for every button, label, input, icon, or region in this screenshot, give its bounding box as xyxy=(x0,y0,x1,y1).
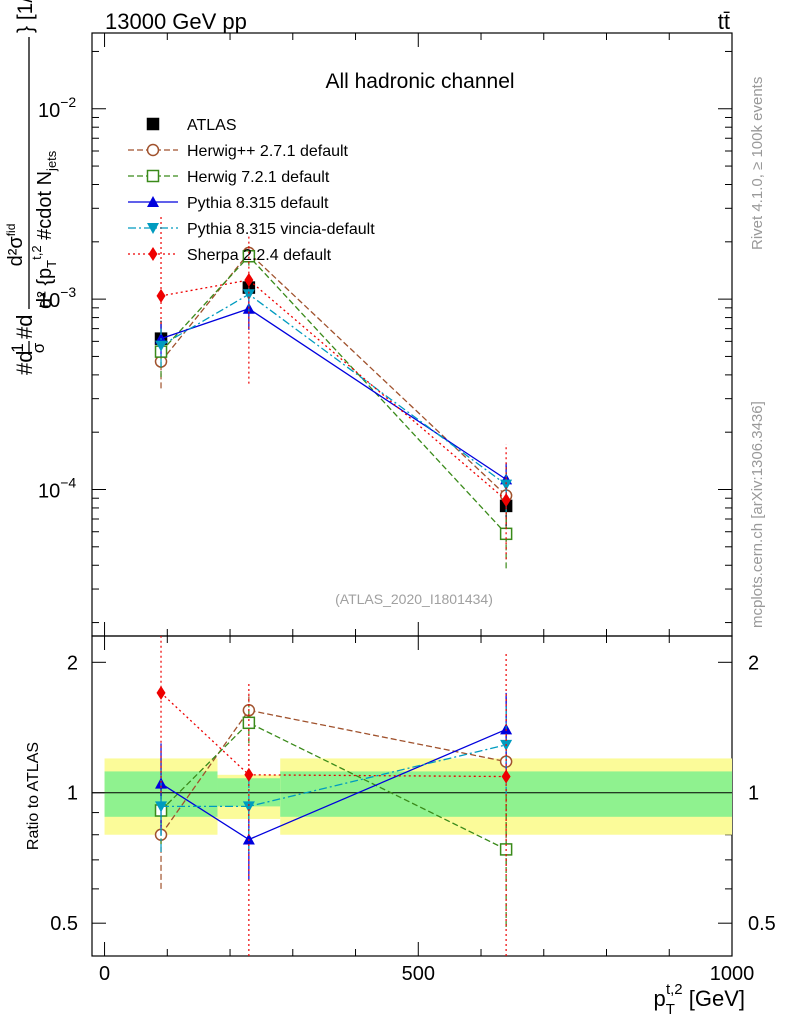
legend-marker-pythia-8-315-vincia-default xyxy=(147,223,159,234)
y-tick-label-base: 10 xyxy=(38,480,60,502)
xlabel-sub: T xyxy=(666,1001,675,1018)
series-ratio xyxy=(154,636,513,956)
legend-label-sherpa-2-2-4-default: Sherpa 2.2.4 default xyxy=(187,247,332,264)
ylabel-h: } [1/GeV] xyxy=(14,0,37,33)
legend-marker-herwig-2-7-1-default xyxy=(146,143,160,157)
analysis-label: (ATLAS_2020_I1801434) xyxy=(335,591,493,607)
y-tick-label-exp: −2 xyxy=(60,94,76,110)
xlabel-sup: t,2 xyxy=(666,981,683,998)
legend-label-pythia-8-315-vincia-default: Pythia 8.315 vincia-default xyxy=(187,221,375,238)
ratio-tick-label-right: 2 xyxy=(748,652,759,674)
point-sherpa-2-2-4-default xyxy=(156,288,166,303)
mcplots-label: mcplots.cern.ch [arXiv:1306.3436] xyxy=(749,401,766,628)
ylabel-d: #d xyxy=(12,315,37,339)
y-tick-label-exp: −3 xyxy=(60,284,76,300)
ylabel-e-sup: fid xyxy=(4,224,18,237)
ticks xyxy=(92,33,733,956)
ylabel-e: d²σ xyxy=(5,236,27,267)
ratio-line-herwig-2-7-1-default xyxy=(160,709,507,836)
x-tick-label: 500 xyxy=(402,963,435,985)
ratio-tick-label: 0.5 xyxy=(50,913,78,935)
ratio-tick-label: 2 xyxy=(67,652,78,674)
legend-marker-pythia-8-315-default xyxy=(147,196,159,207)
ratio-band xyxy=(104,758,732,835)
x-tick-label: 1000 xyxy=(710,963,755,985)
line-pythia-8-315-default xyxy=(160,308,507,480)
legend-marker-herwig-7-2-1-default xyxy=(146,169,160,183)
legend-label-pythia-8-315-default: Pythia 8.315 default xyxy=(187,195,329,212)
ylabel-f-sup: t,2 xyxy=(29,245,44,259)
xlabel-unit: [GeV] xyxy=(683,986,745,1011)
ratio-tick-label-right: 1 xyxy=(748,783,759,805)
y-tick-label-base: 10 xyxy=(38,290,60,312)
x-tick-label: 0 xyxy=(99,963,110,985)
ylabel-a: #d xyxy=(12,351,37,375)
legend-marker-sherpa-2-2-4-default xyxy=(148,247,158,261)
svg-text:#d: #d xyxy=(12,351,37,375)
ylabel-g: #cdot N xyxy=(34,171,56,245)
y-tick-label-exp: −4 xyxy=(60,474,76,490)
ylabel-b: 1 xyxy=(8,343,27,352)
ratio-point-sherpa-2-2-4-default xyxy=(501,769,511,784)
line-sherpa-2-2-4-default xyxy=(160,279,507,501)
legend-marker-atlas xyxy=(146,117,160,131)
ratio-line-herwig-7-2-1-default xyxy=(160,722,507,850)
ratio-point-pythia-8-315-vincia-default xyxy=(155,801,168,813)
legend-label-herwig-2-7-1-default: Herwig++ 2.7.1 default xyxy=(187,143,349,160)
point-sherpa-2-2-4-default xyxy=(244,273,254,288)
svg-text:d² {pTt,2 #cdot Njets: d² {pTt,2 #cdot Njets xyxy=(29,150,59,309)
ylabel-f-sub: T xyxy=(44,260,59,268)
point-pythia-8-315-vincia-default xyxy=(500,479,513,491)
series-main xyxy=(154,215,513,569)
point-pythia-8-315-vincia-default xyxy=(155,340,168,352)
ylabel-g-sub: jets xyxy=(44,150,59,172)
y-tick-label: 10−3 xyxy=(38,284,76,312)
legend-label-herwig-7-2-1-default: Herwig 7.2.1 default xyxy=(187,169,330,186)
ratio-point-herwig-7-2-1-default xyxy=(242,716,256,730)
svg-text:d²σfid: d²σfid xyxy=(4,224,27,267)
ratio-point-pythia-8-315-vincia-default xyxy=(242,801,255,813)
ratio-ylabel: Ratio to ATLAS xyxy=(25,742,42,850)
y-tick-label-base: 10 xyxy=(38,100,60,122)
header-left: 13000 GeV pp xyxy=(105,9,247,34)
y-tick-label: 10−2 xyxy=(38,94,76,122)
ratio-point-sherpa-2-2-4-default xyxy=(156,685,166,700)
ratio-tick-label: 1 xyxy=(67,783,78,805)
point-pythia-8-315-vincia-default xyxy=(242,289,255,301)
point-sherpa-2-2-4-default xyxy=(501,493,511,508)
x-axis-label: pTt,2 [GeV] xyxy=(654,981,745,1018)
ylabel-f: d² {p xyxy=(34,268,56,309)
ratio-point-sherpa-2-2-4-default xyxy=(244,767,254,782)
line-pythia-8-315-vincia-default xyxy=(160,293,507,486)
y-tick-label: 10−4 xyxy=(38,474,76,502)
line-herwig-2-7-1-default xyxy=(160,251,507,496)
legend: ATLAS Herwig++ 2.7.1 default Herwig 7.2.1 … xyxy=(128,117,375,264)
ratio-tick-label-right: 0.5 xyxy=(748,913,776,935)
header-right: tt̄ xyxy=(718,9,730,34)
chart-title: All hadronic channel xyxy=(325,70,514,93)
rivet-label: Rivet 4.1.0, ≥ 100k events xyxy=(749,77,766,250)
y-axis-label: #d 1 σ #d d²σfid d² {pTt,2 #cdot Njets }… xyxy=(4,0,59,375)
ylabel-c: σ xyxy=(29,342,48,353)
legend-label-atlas: ATLAS xyxy=(187,117,237,134)
xlabel-p: p xyxy=(654,986,666,1011)
